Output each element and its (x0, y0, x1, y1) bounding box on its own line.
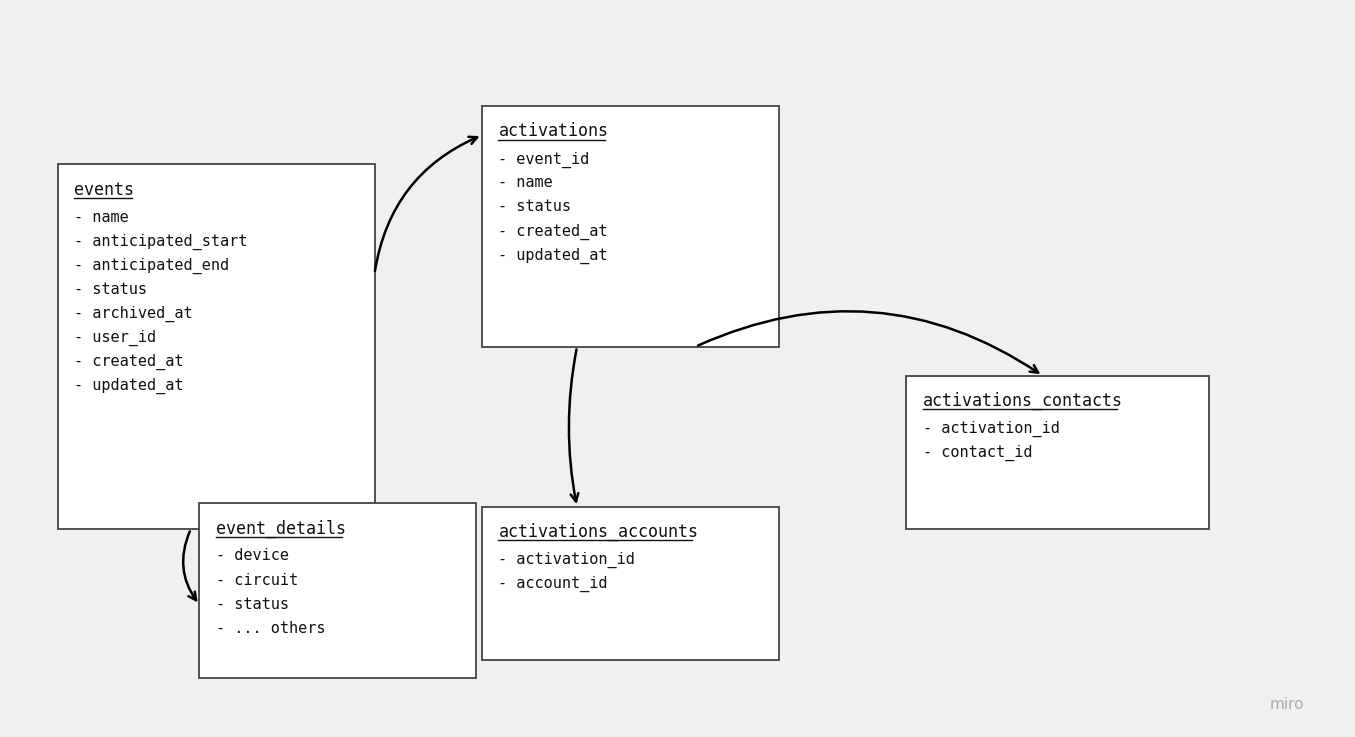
Bar (482, 507, 779, 660)
Text: - name: - name (75, 209, 129, 225)
Text: - name: - name (499, 175, 553, 190)
Text: - anticipated_start: - anticipated_start (75, 234, 248, 250)
Text: activations: activations (499, 122, 608, 140)
Text: - circuit: - circuit (215, 573, 298, 587)
Text: - status: - status (215, 596, 289, 612)
Text: events: events (75, 181, 134, 198)
Bar (199, 503, 476, 678)
Text: - created_at: - created_at (75, 354, 184, 370)
Text: activations_accounts: activations_accounts (499, 523, 698, 541)
Text: - updated_at: - updated_at (499, 248, 608, 264)
Text: - archived_at: - archived_at (75, 306, 192, 322)
Text: - event_id: - event_id (499, 151, 589, 167)
Text: - status: - status (75, 282, 148, 297)
Text: - contact_id: - contact_id (923, 445, 1033, 461)
Bar (906, 376, 1210, 529)
Text: - activation_id: - activation_id (923, 421, 1060, 437)
Text: - account_id: - account_id (499, 576, 608, 593)
Bar (482, 106, 779, 346)
Text: - device: - device (215, 548, 289, 564)
Text: - updated_at: - updated_at (75, 378, 184, 394)
Text: - created_at: - created_at (499, 223, 608, 240)
Bar (58, 164, 374, 529)
Text: event_details: event_details (215, 520, 346, 537)
Text: - ... others: - ... others (215, 621, 325, 635)
Text: - activation_id: - activation_id (499, 552, 635, 568)
Text: miro: miro (1270, 697, 1304, 713)
Text: - user_id: - user_id (75, 330, 156, 346)
Text: activations_contacts: activations_contacts (923, 392, 1122, 410)
Text: - status: - status (499, 200, 572, 214)
Text: - anticipated_end: - anticipated_end (75, 258, 229, 274)
